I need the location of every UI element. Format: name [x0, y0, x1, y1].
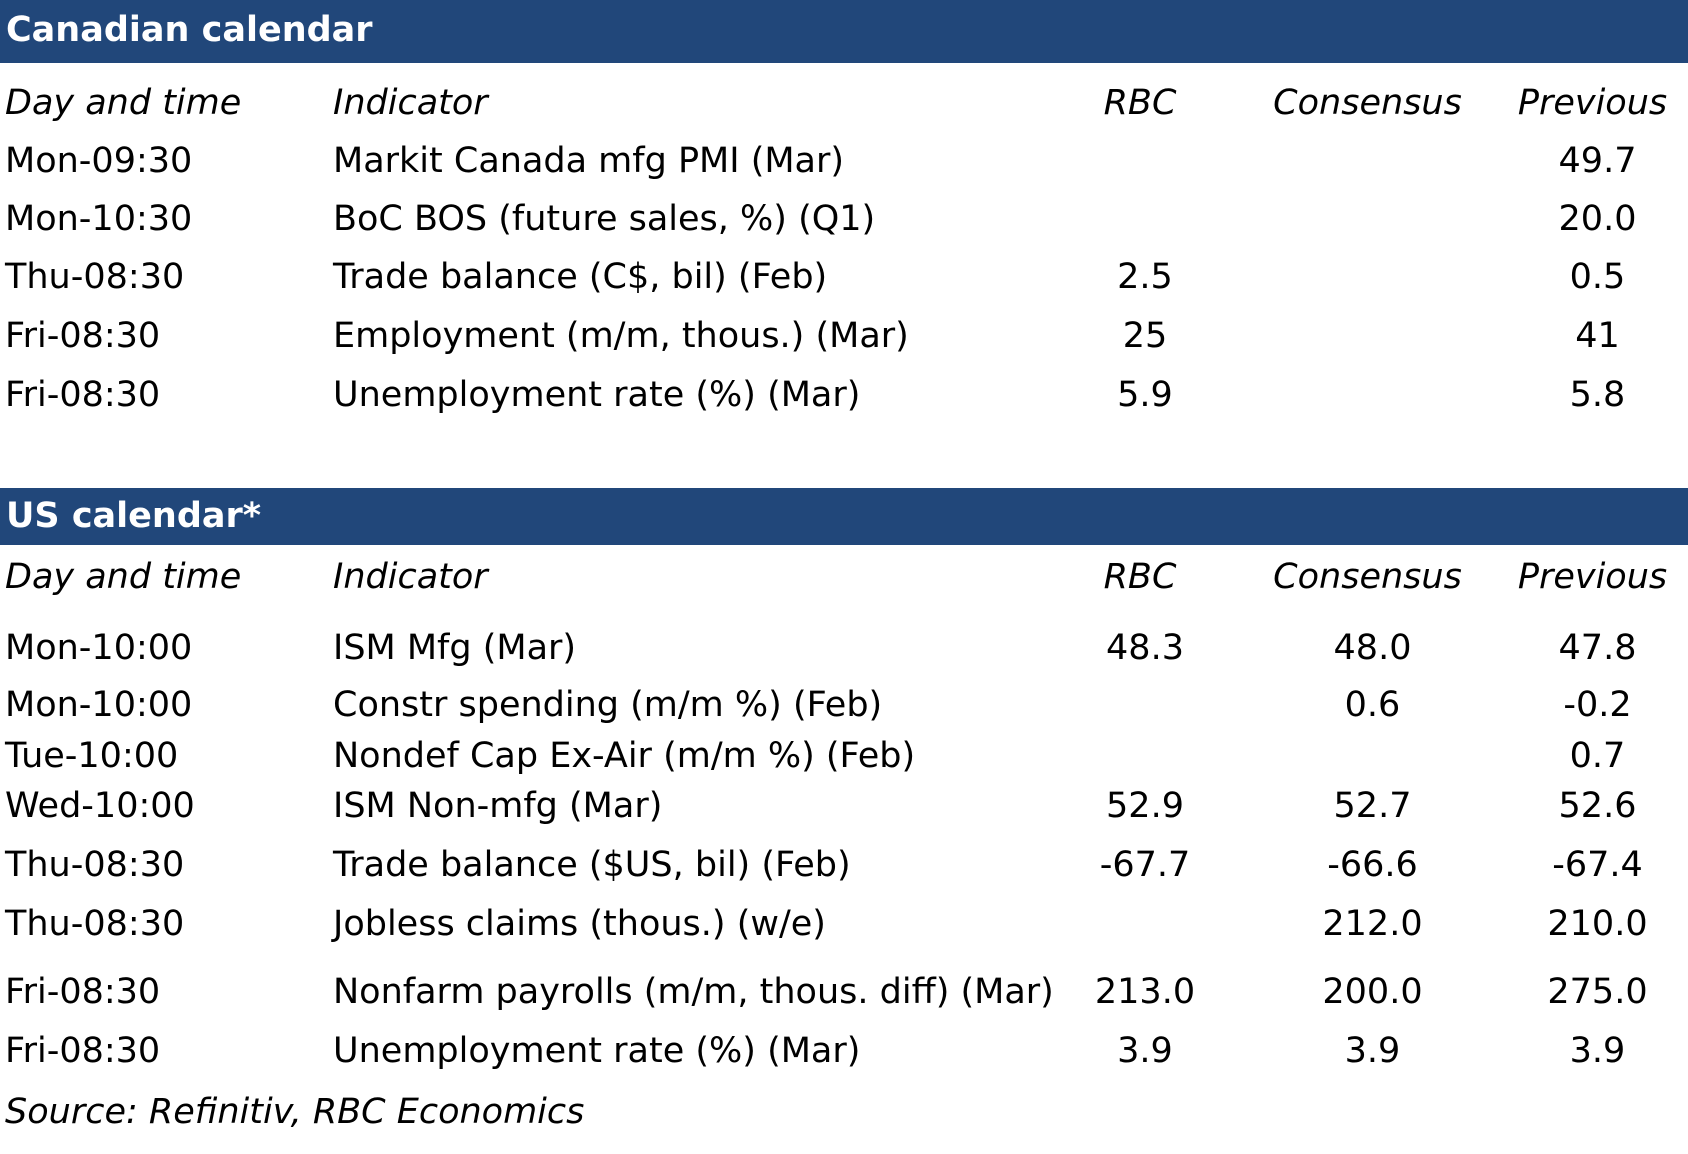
table-row: Wed-10:00 ISM Non-mfg (Mar) 52.9 52.7 52… — [0, 780, 1688, 832]
table-row: Mon-10:00 Constr spending (m/m %) (Feb) … — [0, 679, 1688, 731]
row-consensus — [1265, 193, 1480, 245]
row-rbc: 213.0 — [1094, 972, 1196, 1012]
row-consensus — [1265, 369, 1480, 421]
row-time: Fri-08:30 — [5, 316, 161, 356]
us-header-rbc: RBC — [1103, 557, 1177, 597]
canada-header-rbc: RBC — [1103, 83, 1177, 123]
row-time: Fri-08:30 — [5, 375, 161, 415]
row-indicator: Constr spending (m/m %) (Feb) — [333, 685, 883, 725]
row-previous: 5.8 — [1569, 375, 1626, 415]
row-indicator: Unemployment rate (%) (Mar) — [333, 375, 861, 415]
table-row: Fri-08:30 Unemployment rate (%) (Mar) 3.… — [0, 1025, 1688, 1077]
source-note: Source: Refinitiv, RBC Economics — [5, 1092, 585, 1132]
row-indicator: Employment (m/m, thous.) (Mar) — [333, 316, 909, 356]
row-rbc: -67.7 — [1099, 845, 1191, 885]
table-row: Fri-08:30 Employment (m/m, thous.) (Mar)… — [0, 310, 1688, 362]
row-previous: 0.5 — [1569, 257, 1626, 297]
us-header-indicator: Indicator — [333, 557, 488, 597]
row-time: Thu-08:30 — [5, 904, 185, 944]
row-consensus: 52.7 — [1333, 786, 1412, 826]
row-previous: 41 — [1575, 316, 1620, 356]
table-row: Fri-08:30 Unemployment rate (%) (Mar) 5.… — [0, 369, 1688, 421]
row-consensus — [1265, 310, 1480, 362]
row-previous: 0.7 — [1569, 736, 1626, 776]
row-time: Tue-10:00 — [5, 736, 179, 776]
row-time: Fri-08:30 — [5, 1031, 161, 1071]
us-section-title: US calendar* — [6, 496, 262, 536]
row-previous: -0.2 — [1563, 685, 1632, 725]
row-rbc — [1040, 898, 1250, 950]
row-indicator: Markit Canada mfg PMI (Mar) — [333, 141, 845, 181]
table-row: Thu-08:30 Jobless claims (thous.) (w/e) … — [0, 898, 1688, 950]
canada-section-title: Canadian calendar — [6, 10, 373, 50]
row-previous: 47.8 — [1558, 628, 1637, 668]
canada-header-consensus: Consensus — [1273, 83, 1462, 123]
row-previous: -67.4 — [1552, 845, 1643, 885]
row-time: Wed-10:00 — [5, 786, 195, 826]
row-rbc: 2.5 — [1117, 257, 1173, 297]
table-row: Tue-10:00 Nondef Cap Ex-Air (m/m %) (Feb… — [0, 730, 1688, 782]
canada-header-time: Day and time — [5, 83, 242, 123]
row-indicator: Trade balance ($US, bil) (Feb) — [333, 845, 851, 885]
row-indicator: Unemployment rate (%) (Mar) — [333, 1031, 861, 1071]
row-indicator: Nondef Cap Ex-Air (m/m %) (Feb) — [333, 736, 916, 776]
row-time: Mon-10:30 — [5, 199, 193, 239]
row-rbc — [1040, 730, 1250, 782]
table-row: Mon-10:00 ISM Mfg (Mar) 48.3 48.0 47.8 — [0, 622, 1688, 674]
row-consensus: 212.0 — [1322, 904, 1423, 944]
row-time: Thu-08:30 — [5, 845, 185, 885]
row-rbc — [1040, 679, 1250, 731]
row-previous: 275.0 — [1547, 972, 1648, 1012]
row-time: Thu-08:30 — [5, 257, 185, 297]
row-consensus: -66.6 — [1327, 845, 1418, 885]
us-header-time: Day and time — [5, 557, 242, 597]
row-consensus — [1265, 251, 1480, 303]
row-indicator: Nonfarm payrolls (m/m, thous. diff) (Mar… — [333, 972, 1054, 1012]
row-rbc: 25 — [1122, 316, 1168, 356]
canada-header-indicator: Indicator — [333, 83, 488, 123]
row-indicator: Jobless claims (thous.) (w/e) — [333, 904, 826, 944]
table-row: Mon-09:30 Markit Canada mfg PMI (Mar) 49… — [0, 135, 1688, 187]
row-rbc: 5.9 — [1117, 375, 1173, 415]
us-header-row: Day and time Indicator RBC Consensus Pre… — [0, 551, 1688, 603]
row-rbc — [1040, 135, 1250, 187]
row-time: Mon-10:00 — [5, 628, 193, 668]
row-time: Fri-08:30 — [5, 972, 161, 1012]
row-rbc: 52.9 — [1106, 786, 1184, 826]
row-consensus: 48.0 — [1333, 628, 1412, 668]
us-header-previous: Previous — [1517, 557, 1668, 597]
row-indicator: BoC BOS (future sales, %) (Q1) — [333, 199, 876, 239]
canada-header-previous: Previous — [1517, 83, 1668, 123]
row-consensus: 3.9 — [1344, 1031, 1401, 1071]
row-time: Mon-10:00 — [5, 685, 193, 725]
canada-header-row: Day and time Indicator RBC Consensus Pre… — [0, 77, 1688, 129]
row-indicator: Trade balance (C$, bil) (Feb) — [333, 257, 828, 297]
row-indicator: ISM Non-mfg (Mar) — [333, 786, 663, 826]
row-consensus: 0.6 — [1344, 685, 1401, 725]
table-row: Thu-08:30 Trade balance (C$, bil) (Feb) … — [0, 251, 1688, 303]
row-indicator: ISM Mfg (Mar) — [333, 628, 577, 668]
us-section-banner: US calendar* — [0, 488, 1688, 545]
row-time: Mon-09:30 — [5, 141, 193, 181]
row-previous: 210.0 — [1547, 904, 1648, 944]
table-row: Mon-10:30 BoC BOS (future sales, %) (Q1)… — [0, 193, 1688, 245]
us-header-consensus: Consensus — [1273, 557, 1462, 597]
row-previous: 49.7 — [1558, 141, 1637, 181]
row-rbc: 3.9 — [1117, 1031, 1173, 1071]
row-previous: 20.0 — [1558, 199, 1637, 239]
row-rbc — [1040, 193, 1250, 245]
table-row: Thu-08:30 Trade balance ($US, bil) (Feb)… — [0, 839, 1688, 891]
canada-section-banner: Canadian calendar — [0, 0, 1688, 63]
row-consensus — [1265, 730, 1480, 782]
row-consensus: 200.0 — [1322, 972, 1423, 1012]
table-row: Fri-08:30 Nonfarm payrolls (m/m, thous. … — [0, 966, 1688, 1018]
row-rbc: 48.3 — [1106, 628, 1184, 668]
row-previous: 3.9 — [1569, 1031, 1626, 1071]
row-consensus — [1265, 135, 1480, 187]
row-previous: 52.6 — [1558, 786, 1637, 826]
